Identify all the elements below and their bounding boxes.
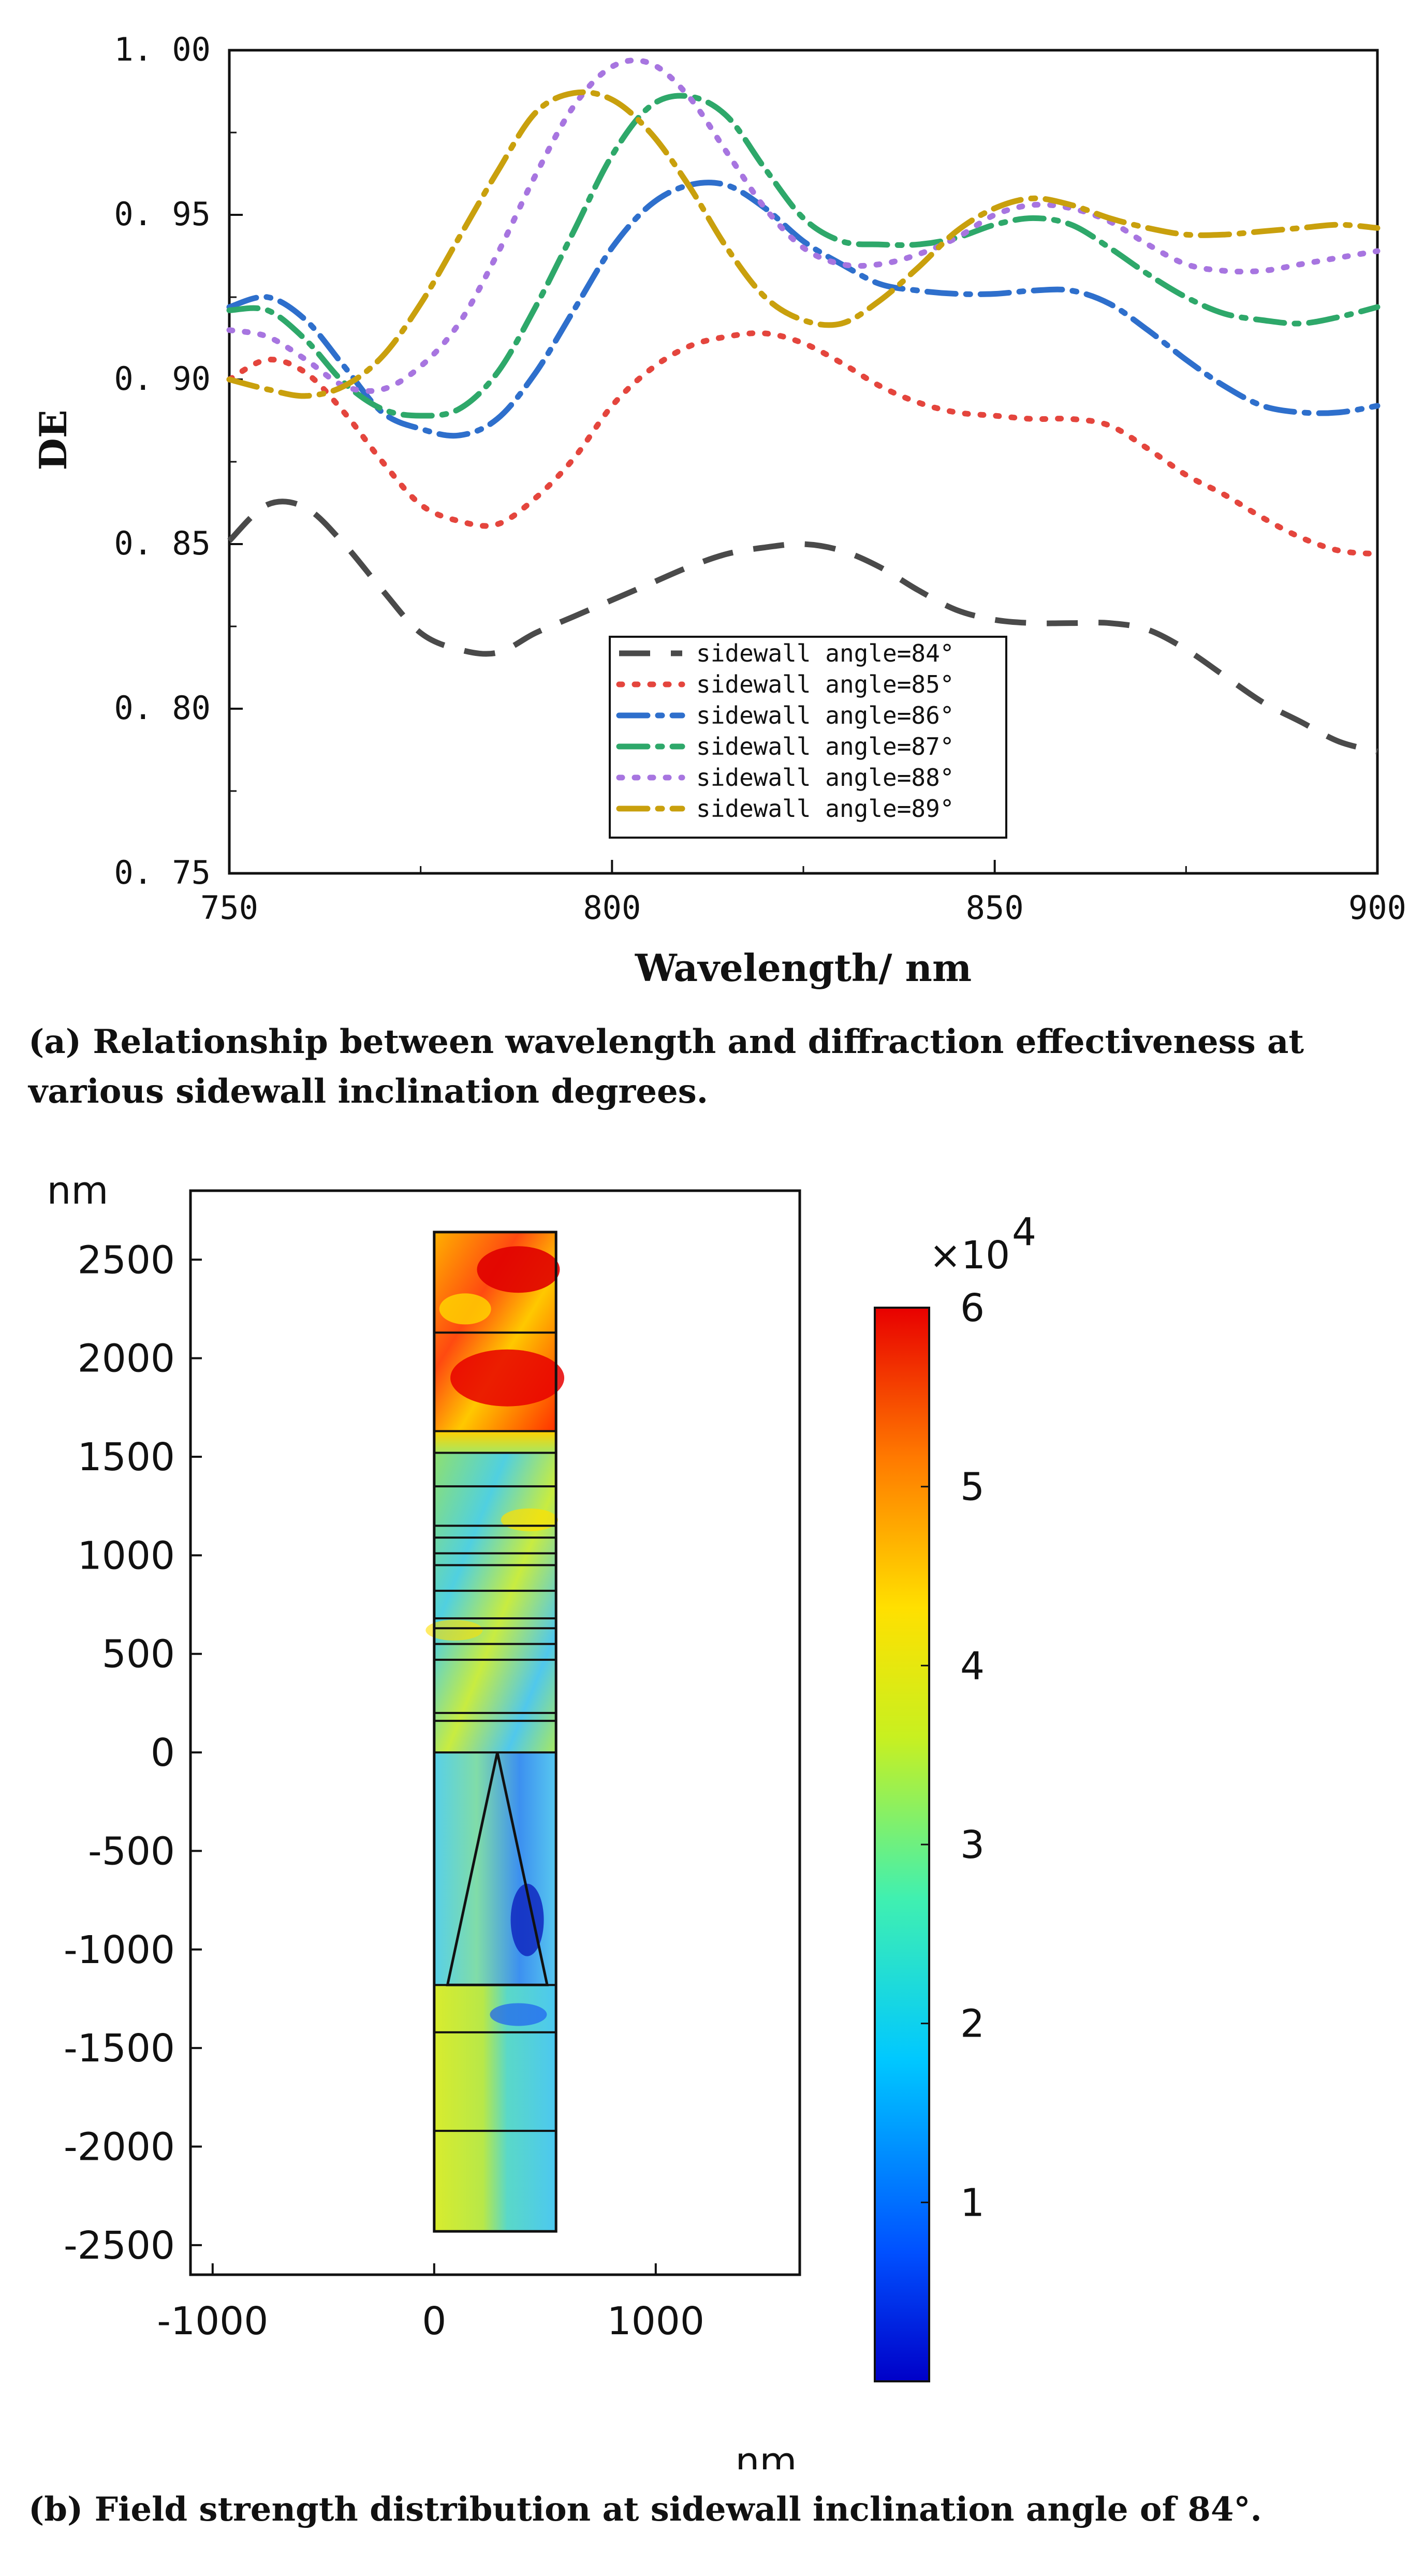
chart-a-y-tick-label: 0. 85 xyxy=(114,524,211,562)
chart-b-y-tick-label: -1000 xyxy=(64,1928,175,1972)
chart-b-plot-frame xyxy=(189,1189,801,2276)
chart-a-series-line xyxy=(226,57,1381,394)
chart-a-series-line xyxy=(226,89,1381,399)
chart-b-field-hotspot xyxy=(425,1620,483,1641)
chart-b-x-tick-label: -1000 xyxy=(157,2299,268,2344)
chart-b-colorbar-tick-label: 4 xyxy=(960,1644,985,1688)
chart-b-heatmap: 2500 2000 1500 1000 500 0 -500 -1000 -1500 -2000 -… xyxy=(47,1168,1037,2469)
chart-b-field-domain xyxy=(425,1231,565,2233)
chart-a-y-tick-label: 0. 80 xyxy=(114,689,211,727)
chart-b-colorbar-tick-label: 1 xyxy=(960,2180,985,2225)
chart-a-legend-label: sidewall angle=86° xyxy=(696,701,955,729)
chart-a-legend-label: sidewall angle=88° xyxy=(696,764,955,792)
chart-b-y-tick-label: 1500 xyxy=(78,1435,175,1480)
chart-b-y-tick-label: -1500 xyxy=(64,2026,175,2071)
chart-a-x-tick-label: 900 xyxy=(1348,889,1406,927)
chart-b-field-hotspot xyxy=(501,1508,558,1531)
chart-a-y-tick-label: 0. 75 xyxy=(114,854,211,891)
chart-b-x-tick-label: 0 xyxy=(422,2299,446,2344)
chart-b-field-hotspot xyxy=(439,1293,491,1325)
chart-a-x-tick-label: 750 xyxy=(200,889,258,927)
chart-b-y-unit: nm xyxy=(47,1168,109,1213)
chart-b-field-hotspot xyxy=(510,1883,544,1956)
chart-a-series-group xyxy=(226,57,1381,755)
chart-b-colorbar-tick-label: 2 xyxy=(960,2002,985,2046)
chart-b-y-tick-label: -500 xyxy=(88,1829,175,1874)
chart-b-x-tick-label: 1000 xyxy=(607,2299,704,2344)
chart-b-colorbar-tick-label: 5 xyxy=(960,1465,985,1510)
chart-a-legend: sidewall angle=84° sidewall angle=85° side… xyxy=(609,636,1007,839)
chart-b-field-substrate-region xyxy=(434,1985,556,2232)
figure-b-caption: (b) Field strength distribution at sidew… xyxy=(28,2490,1262,2529)
chart-b-field-transition-region xyxy=(434,1431,556,1453)
chart-a-series-line xyxy=(226,330,1381,557)
figure-a-caption: (a) Relationship between wavelength and … xyxy=(28,1022,1304,1111)
chart-b-colorbar-scale-exponent: 4 xyxy=(1012,1210,1036,1254)
chart-b-y-tick-label: -2000 xyxy=(64,2125,175,2170)
chart-a-x-tick-label: 850 xyxy=(966,889,1024,927)
chart-b-y-tick-label: 2000 xyxy=(78,1337,175,1381)
chart-a-y-axis-title: DE xyxy=(31,409,75,470)
chart-a-series-line xyxy=(226,180,1381,439)
chart-a-x-tick-label: 800 xyxy=(583,889,641,927)
chart-b-y-tick-label: 0 xyxy=(151,1731,175,1775)
chart-b-colorbar-scale-label: ×10 xyxy=(929,1233,1010,1278)
chart-b-y-tick-label: 1000 xyxy=(78,1533,175,1578)
chart-b-field-hotspot xyxy=(450,1349,565,1407)
chart-b-colorbar xyxy=(874,1307,930,2382)
chart-a-x-axis-title: Wavelength/ nm xyxy=(635,946,972,990)
chart-b-field-multilayer-region xyxy=(434,1453,556,1753)
chart-b-field-hotspot xyxy=(490,2003,547,2026)
chart-b-y-tick-label: -2500 xyxy=(64,2223,175,2268)
chart-b-y-tick-label: 2500 xyxy=(78,1238,175,1282)
chart-a-legend-label: sidewall angle=85° xyxy=(696,670,955,698)
chart-b-x-unit: nm xyxy=(736,2439,797,2469)
chart-a-y-tick-label: 0. 95 xyxy=(114,195,211,233)
chart-b-y-tick-label: 500 xyxy=(102,1632,175,1677)
chart-a-series-line xyxy=(226,93,1381,419)
chart-a-legend-label: sidewall angle=84° xyxy=(696,639,955,667)
chart-a-legend-label: sidewall angle=87° xyxy=(696,733,955,760)
chart-b-field-grating-region xyxy=(434,1752,556,1985)
chart-a-y-tick-label: 1. 00 xyxy=(114,31,211,68)
chart-a-y-tick-label: 0. 90 xyxy=(114,360,211,398)
chart-a-legend-box xyxy=(609,636,1007,839)
chart-b-colorbar-tick-label: 3 xyxy=(960,1823,985,1867)
chart-b-field-hotspot xyxy=(477,1246,560,1293)
chart-a-legend-label: sidewall angle=89° xyxy=(696,795,955,823)
chart-b-colorbar-tick-label: 6 xyxy=(960,1286,985,1330)
chart-b-domain-outline xyxy=(433,1231,557,2233)
chart-a-line-plot: 0. 75 0. 80 0. 85 0. 90 0. 95 1. 00 750 800 850 9… xyxy=(31,31,1406,990)
